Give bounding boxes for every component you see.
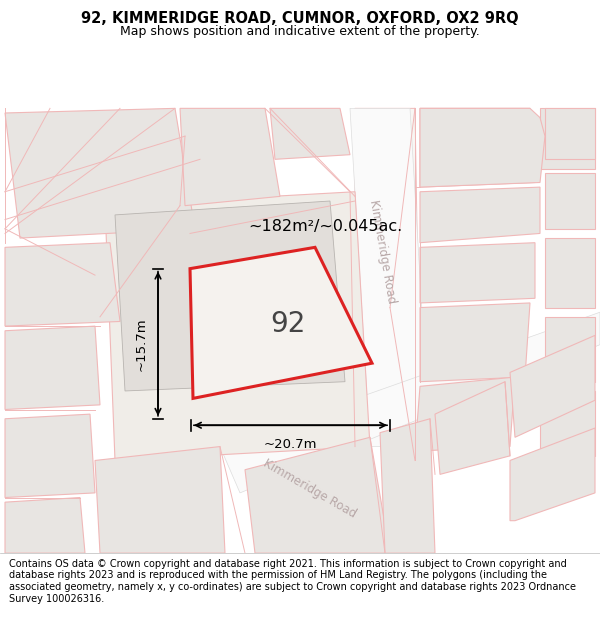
Text: ~15.7m: ~15.7m	[135, 317, 148, 371]
Polygon shape	[270, 108, 350, 159]
Polygon shape	[545, 108, 595, 159]
Polygon shape	[105, 192, 370, 461]
Polygon shape	[510, 428, 595, 521]
Polygon shape	[420, 108, 535, 187]
Polygon shape	[115, 201, 345, 391]
Text: ~20.7m: ~20.7m	[264, 438, 317, 451]
Polygon shape	[435, 382, 510, 474]
Text: Kimmeridge Road: Kimmeridge Road	[261, 456, 359, 520]
Polygon shape	[420, 242, 535, 303]
Polygon shape	[180, 108, 280, 206]
Polygon shape	[545, 238, 595, 308]
Polygon shape	[5, 414, 95, 498]
Text: Contains OS data © Crown copyright and database right 2021. This information is : Contains OS data © Crown copyright and d…	[9, 559, 576, 604]
Polygon shape	[540, 108, 595, 169]
Text: 92: 92	[270, 310, 305, 338]
Polygon shape	[545, 317, 595, 382]
Polygon shape	[380, 419, 435, 553]
Polygon shape	[510, 336, 595, 437]
Text: 92, KIMMERIDGE ROAD, CUMNOR, OXFORD, OX2 9RQ: 92, KIMMERIDGE ROAD, CUMNOR, OXFORD, OX2…	[81, 11, 519, 26]
Polygon shape	[95, 447, 225, 553]
Polygon shape	[5, 242, 120, 326]
Polygon shape	[355, 108, 420, 409]
Polygon shape	[420, 303, 530, 382]
Polygon shape	[420, 108, 545, 187]
Polygon shape	[5, 326, 100, 409]
Text: Map shows position and indicative extent of the property.: Map shows position and indicative extent…	[120, 24, 480, 38]
Polygon shape	[415, 377, 515, 451]
Polygon shape	[220, 312, 600, 493]
Text: Kimmeridge Road: Kimmeridge Road	[367, 199, 398, 305]
Polygon shape	[350, 108, 430, 447]
Text: ~182m²/~0.045ac.: ~182m²/~0.045ac.	[248, 219, 402, 234]
Polygon shape	[190, 248, 372, 398]
Polygon shape	[5, 498, 85, 553]
Polygon shape	[420, 187, 540, 242]
Polygon shape	[545, 173, 595, 229]
Polygon shape	[245, 438, 390, 553]
Polygon shape	[5, 108, 195, 238]
Polygon shape	[540, 391, 595, 456]
